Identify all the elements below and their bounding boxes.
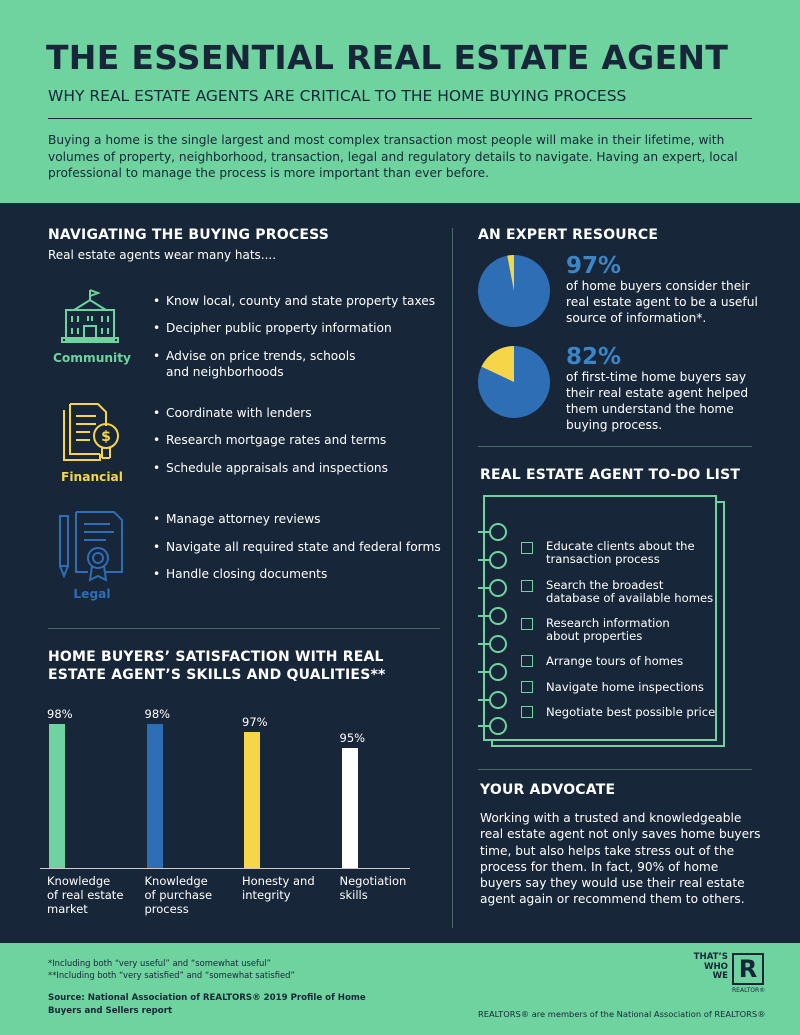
page-subtitle: WHY REAL ESTATE AGENTS ARE CRITICAL TO T… [48, 87, 627, 105]
section-divider [478, 446, 752, 447]
stat-text: of home buyers consider their real estat… [566, 279, 758, 325]
todo-checkbox[interactable] [521, 681, 533, 693]
footnote-1: *Including both “very useful” and “somew… [48, 958, 271, 968]
satisfaction-heading-line1: HOME BUYERS’ SATISFACTION WITH REAL [48, 649, 384, 665]
expert-heading: AN EXPERT RESOURCE [478, 227, 659, 243]
bar-3 [341, 748, 358, 868]
column-divider [452, 228, 453, 928]
todo-item: Arrange tours of homes [546, 654, 684, 668]
legal-label: Legal [73, 587, 111, 601]
notebook-frame [478, 495, 725, 747]
financial-item: Schedule appraisals and inspections [153, 460, 388, 476]
financial-label: Financial [61, 470, 123, 484]
bar-value-label: 98% [47, 707, 73, 721]
header-band: THE ESSENTIAL REAL ESTATE AGENT WHY REAL… [0, 0, 800, 203]
intro-text: Buying a home is the single largest and … [48, 133, 738, 180]
footer-band: *Including both “very useful” and “somew… [0, 943, 800, 1035]
thats-who-we-logo: THAT’S WHO WE R REALTOR® [693, 952, 766, 994]
bar-value-label: 97% [242, 715, 268, 729]
section-divider [478, 769, 752, 770]
source-line-2: Buyers and Sellers report [48, 1006, 173, 1016]
todo-item: Search the broadest database of available… [546, 578, 714, 605]
bar-2 [244, 732, 260, 868]
todo-item: Educate clients about the transaction pro… [546, 539, 695, 566]
todo-heading: REAL ESTATE AGENT TO-DO LIST [480, 467, 741, 483]
legal-item: Navigate all required state and federal … [153, 539, 441, 555]
bar-value-label: 95% [339, 731, 366, 745]
chart-baseline [40, 868, 410, 869]
bar-0 [49, 724, 65, 868]
bar-value-label: 98% [144, 707, 171, 721]
stat-percent: 97% [566, 253, 622, 279]
advocate-text: Working with a trusted and knowledgeable… [480, 811, 761, 907]
community-item: Know local, county and state property ta… [153, 293, 435, 309]
todo-item: Navigate home inspections [546, 680, 704, 694]
community-label: Community [52, 351, 132, 365]
stat-percent: 82% [566, 344, 622, 370]
members-note: REALTORS® are members of the National As… [478, 1009, 766, 1019]
financial-item: Research mortgage rates and terms [153, 432, 386, 448]
legal-item: Handle closing documents [153, 566, 327, 582]
community-item-cont: and neighborhoods [166, 365, 284, 379]
bar-category-label: Knowledge of purchase process [144, 874, 213, 916]
legal-item: Manage attorney reviews [153, 511, 320, 527]
certificate-pen-icon [59, 511, 123, 582]
bar-category-label: Knowledge of real estate market [47, 874, 124, 916]
todo-checkbox[interactable] [521, 706, 533, 718]
todo-checkbox[interactable] [521, 542, 533, 554]
svg-text:$: $ [101, 429, 111, 445]
todo-item: Negotiate best possible price [546, 705, 716, 719]
todo-item: Research information about properties [546, 616, 670, 643]
bar-category-label: Negotiation skills [339, 874, 407, 902]
pie-chart-97 [478, 255, 550, 327]
todo-checkbox[interactable] [521, 580, 533, 592]
source-line-1: Source: National Association of REALTORS… [48, 993, 366, 1003]
todo-checkbox[interactable] [521, 618, 533, 630]
bar-1 [146, 724, 163, 868]
community-item: Advise on price trends, schools [153, 348, 355, 364]
todo-checkbox[interactable] [521, 655, 533, 667]
pie-chart-82 [478, 346, 550, 418]
building-icon [61, 289, 119, 343]
bar-category-label: Honesty and integrity [242, 874, 315, 902]
navigating-lead: Real estate agents wear many hats.... [48, 248, 277, 262]
community-item: Decipher public property information [153, 320, 392, 336]
stat-text: of first-time home buyers say their real… [566, 370, 749, 432]
satisfaction-heading-line2: ESTATE AGENT’S SKILLS AND QUALITIES** [48, 667, 386, 683]
section-divider [48, 628, 440, 629]
page-title: THE ESSENTIAL REAL ESTATE AGENT [46, 38, 729, 77]
documents-dollar-icon: $ [63, 403, 119, 461]
navigating-heading: NAVIGATING THE BUYING PROCESS [48, 227, 330, 243]
financial-item: Coordinate with lenders [153, 405, 312, 421]
advocate-heading: YOUR ADVOCATE [480, 782, 616, 798]
footnote-2: **Including both “very satisfied” and “s… [48, 970, 295, 980]
header-divider [48, 118, 752, 119]
